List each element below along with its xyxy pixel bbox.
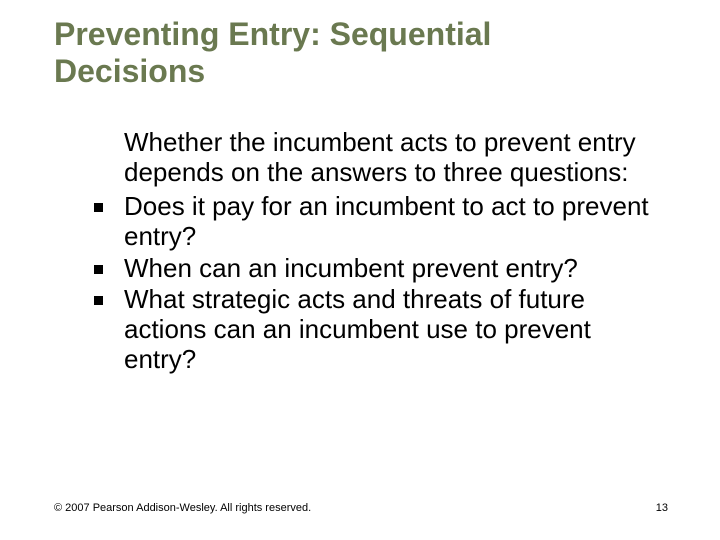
- list-item: What strategic acts and threats of futur…: [72, 285, 662, 375]
- intro-text: Whether the incumbent acts to prevent en…: [124, 128, 662, 188]
- page-number: 13: [656, 502, 668, 514]
- list-item: Does it pay for an incumbent to act to p…: [72, 192, 662, 252]
- slide: Preventing Entry: Sequential Decisions W…: [0, 0, 720, 540]
- slide-title: Preventing Entry: Sequential Decisions: [0, 0, 640, 90]
- bullet-list: Does it pay for an incumbent to act to p…: [72, 192, 662, 375]
- slide-footer: © 2007 Pearson Addison-Wesley. All right…: [54, 502, 668, 514]
- list-item: When can an incumbent prevent entry?: [72, 254, 662, 284]
- copyright-text: © 2007 Pearson Addison-Wesley. All right…: [54, 502, 311, 514]
- slide-body: Whether the incumbent acts to prevent en…: [72, 128, 662, 377]
